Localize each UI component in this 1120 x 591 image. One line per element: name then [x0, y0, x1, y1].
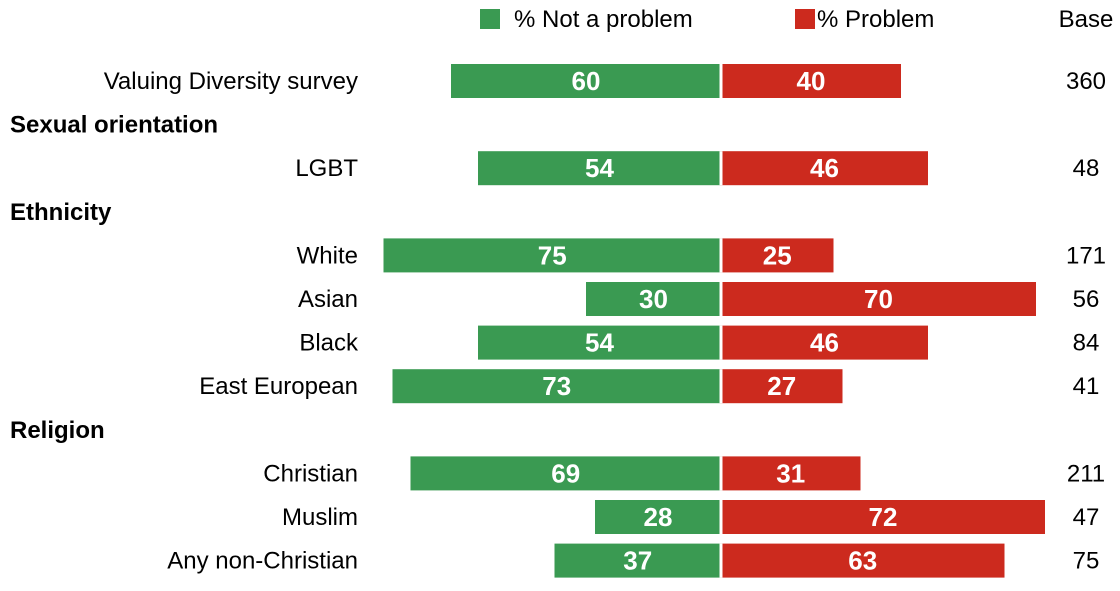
- base-value: 47: [1073, 504, 1100, 531]
- bar-not-a-problem: [392, 369, 721, 404]
- bar-not-a-problem: [383, 238, 721, 273]
- bar-problem: [721, 282, 1036, 316]
- base-value: 171: [1066, 242, 1106, 269]
- bar-problem: [721, 369, 843, 404]
- category-label: Muslim: [282, 504, 358, 531]
- data-label-problem: 40: [797, 66, 826, 96]
- data-label-not-a-problem: 75: [538, 240, 567, 270]
- base-value: 360: [1066, 68, 1106, 95]
- base-value: 75: [1073, 548, 1100, 575]
- bar-problem: [721, 543, 1005, 578]
- legend-swatch-problem: [795, 9, 815, 29]
- data-label-problem: 70: [864, 284, 893, 314]
- category-label: Valuing Diversity survey: [104, 68, 358, 95]
- group-heading: Sexual orientation: [10, 112, 218, 139]
- data-label-problem: 72: [869, 502, 898, 532]
- chart-rows: Valuing Diversity survey 60 40 360 Sexual or…: [10, 64, 1106, 578]
- data-label-not-a-problem: 69: [551, 458, 580, 488]
- category-label: Christian: [263, 460, 358, 487]
- base-value: 41: [1073, 373, 1100, 400]
- bar-not-a-problem: [478, 151, 721, 186]
- chart-row: Valuing Diversity survey 60 40 360: [104, 64, 1106, 98]
- base-value: 56: [1073, 286, 1100, 313]
- bar-not-a-problem: [451, 64, 721, 98]
- bar-not-a-problem: [595, 500, 721, 534]
- data-label-problem: 27: [767, 371, 796, 401]
- data-label-not-a-problem: 73: [542, 371, 571, 401]
- bar-problem: [721, 238, 834, 273]
- legend-label-not-a-problem: % Not a problem: [514, 6, 693, 33]
- data-label-not-a-problem: 30: [639, 284, 668, 314]
- bar-problem: [721, 325, 928, 360]
- bar-not-a-problem: [586, 282, 721, 316]
- data-label-problem: 46: [810, 328, 839, 358]
- base-value: 48: [1073, 155, 1100, 182]
- group-heading: Ethnicity: [10, 199, 112, 226]
- category-label: Asian: [298, 286, 358, 313]
- bar-problem: [721, 64, 901, 98]
- chart-row: Black 54 46 84: [299, 325, 1100, 360]
- data-label-problem: 25: [763, 240, 792, 270]
- data-label-not-a-problem: 60: [572, 66, 601, 96]
- data-label-problem: 63: [848, 546, 877, 576]
- legend-swatch-not-a-problem: [480, 9, 500, 29]
- category-label: East European: [199, 373, 358, 400]
- bar-not-a-problem: [410, 456, 721, 491]
- chart-row: Muslim 28 72 47: [282, 500, 1099, 534]
- bar-not-a-problem: [478, 325, 721, 360]
- data-label-problem: 31: [776, 458, 805, 488]
- base-column-header: Base: [1059, 6, 1114, 33]
- chart-row: East European 73 27 41: [199, 369, 1100, 404]
- base-value: 211: [1067, 460, 1105, 487]
- base-value: 84: [1073, 330, 1100, 357]
- data-label-not-a-problem: 37: [623, 546, 652, 576]
- group-heading: Religion: [10, 417, 105, 444]
- data-label-not-a-problem: 54: [585, 153, 614, 183]
- category-label: LGBT: [295, 155, 358, 182]
- bar-not-a-problem: [554, 543, 721, 578]
- legend: % Not a problem % Problem Base: [480, 6, 1113, 33]
- data-label-not-a-problem: 28: [644, 502, 673, 532]
- data-label-problem: 46: [810, 153, 839, 183]
- category-label: Any non-Christian: [167, 548, 358, 575]
- bar-problem: [721, 456, 861, 491]
- category-label: White: [297, 242, 358, 269]
- bar-problem: [721, 151, 928, 186]
- chart-row: Any non-Christian 37 63 75: [167, 543, 1100, 578]
- chart-row: White 75 25 171: [297, 238, 1106, 273]
- bar-problem: [721, 500, 1045, 534]
- chart-row: Asian 30 70 56: [298, 282, 1099, 316]
- chart-row: Christian 69 31 211: [263, 456, 1105, 491]
- legend-label-problem: % Problem: [817, 6, 934, 33]
- category-label: Black: [299, 330, 359, 357]
- data-label-not-a-problem: 54: [585, 328, 614, 358]
- chart-row: LGBT 54 46 48: [295, 151, 1100, 186]
